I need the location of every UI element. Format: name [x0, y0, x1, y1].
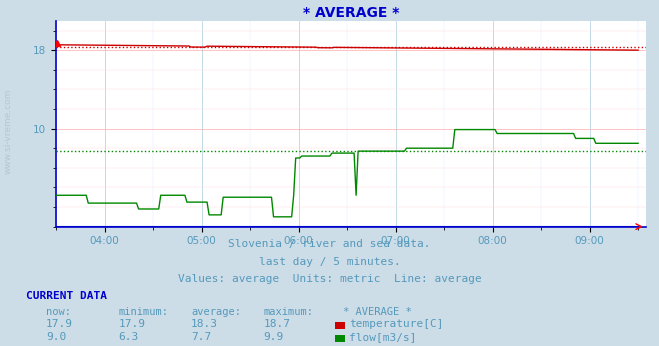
Text: * AVERAGE *: * AVERAGE *	[343, 307, 411, 317]
Text: 18.3: 18.3	[191, 319, 218, 329]
Text: 18.7: 18.7	[264, 319, 291, 329]
Text: minimum:: minimum:	[119, 307, 169, 317]
Text: 7.7: 7.7	[191, 332, 212, 342]
Text: average:: average:	[191, 307, 241, 317]
Text: now:: now:	[46, 307, 71, 317]
Text: 6.3: 6.3	[119, 332, 139, 342]
Text: 9.9: 9.9	[264, 332, 284, 342]
Text: Slovenia / river and sea data.: Slovenia / river and sea data.	[228, 239, 431, 249]
Text: Values: average  Units: metric  Line: average: Values: average Units: metric Line: aver…	[178, 274, 481, 284]
Text: CURRENT DATA: CURRENT DATA	[26, 291, 107, 301]
Text: 17.9: 17.9	[46, 319, 73, 329]
Text: 17.9: 17.9	[119, 319, 146, 329]
Text: last day / 5 minutes.: last day / 5 minutes.	[258, 257, 401, 267]
Text: maximum:: maximum:	[264, 307, 314, 317]
Text: temperature[C]: temperature[C]	[349, 319, 444, 329]
Title: * AVERAGE *: * AVERAGE *	[302, 6, 399, 20]
Text: 9.0: 9.0	[46, 332, 67, 342]
Text: www.si-vreme.com: www.si-vreme.com	[4, 89, 13, 174]
Text: flow[m3/s]: flow[m3/s]	[349, 332, 416, 342]
